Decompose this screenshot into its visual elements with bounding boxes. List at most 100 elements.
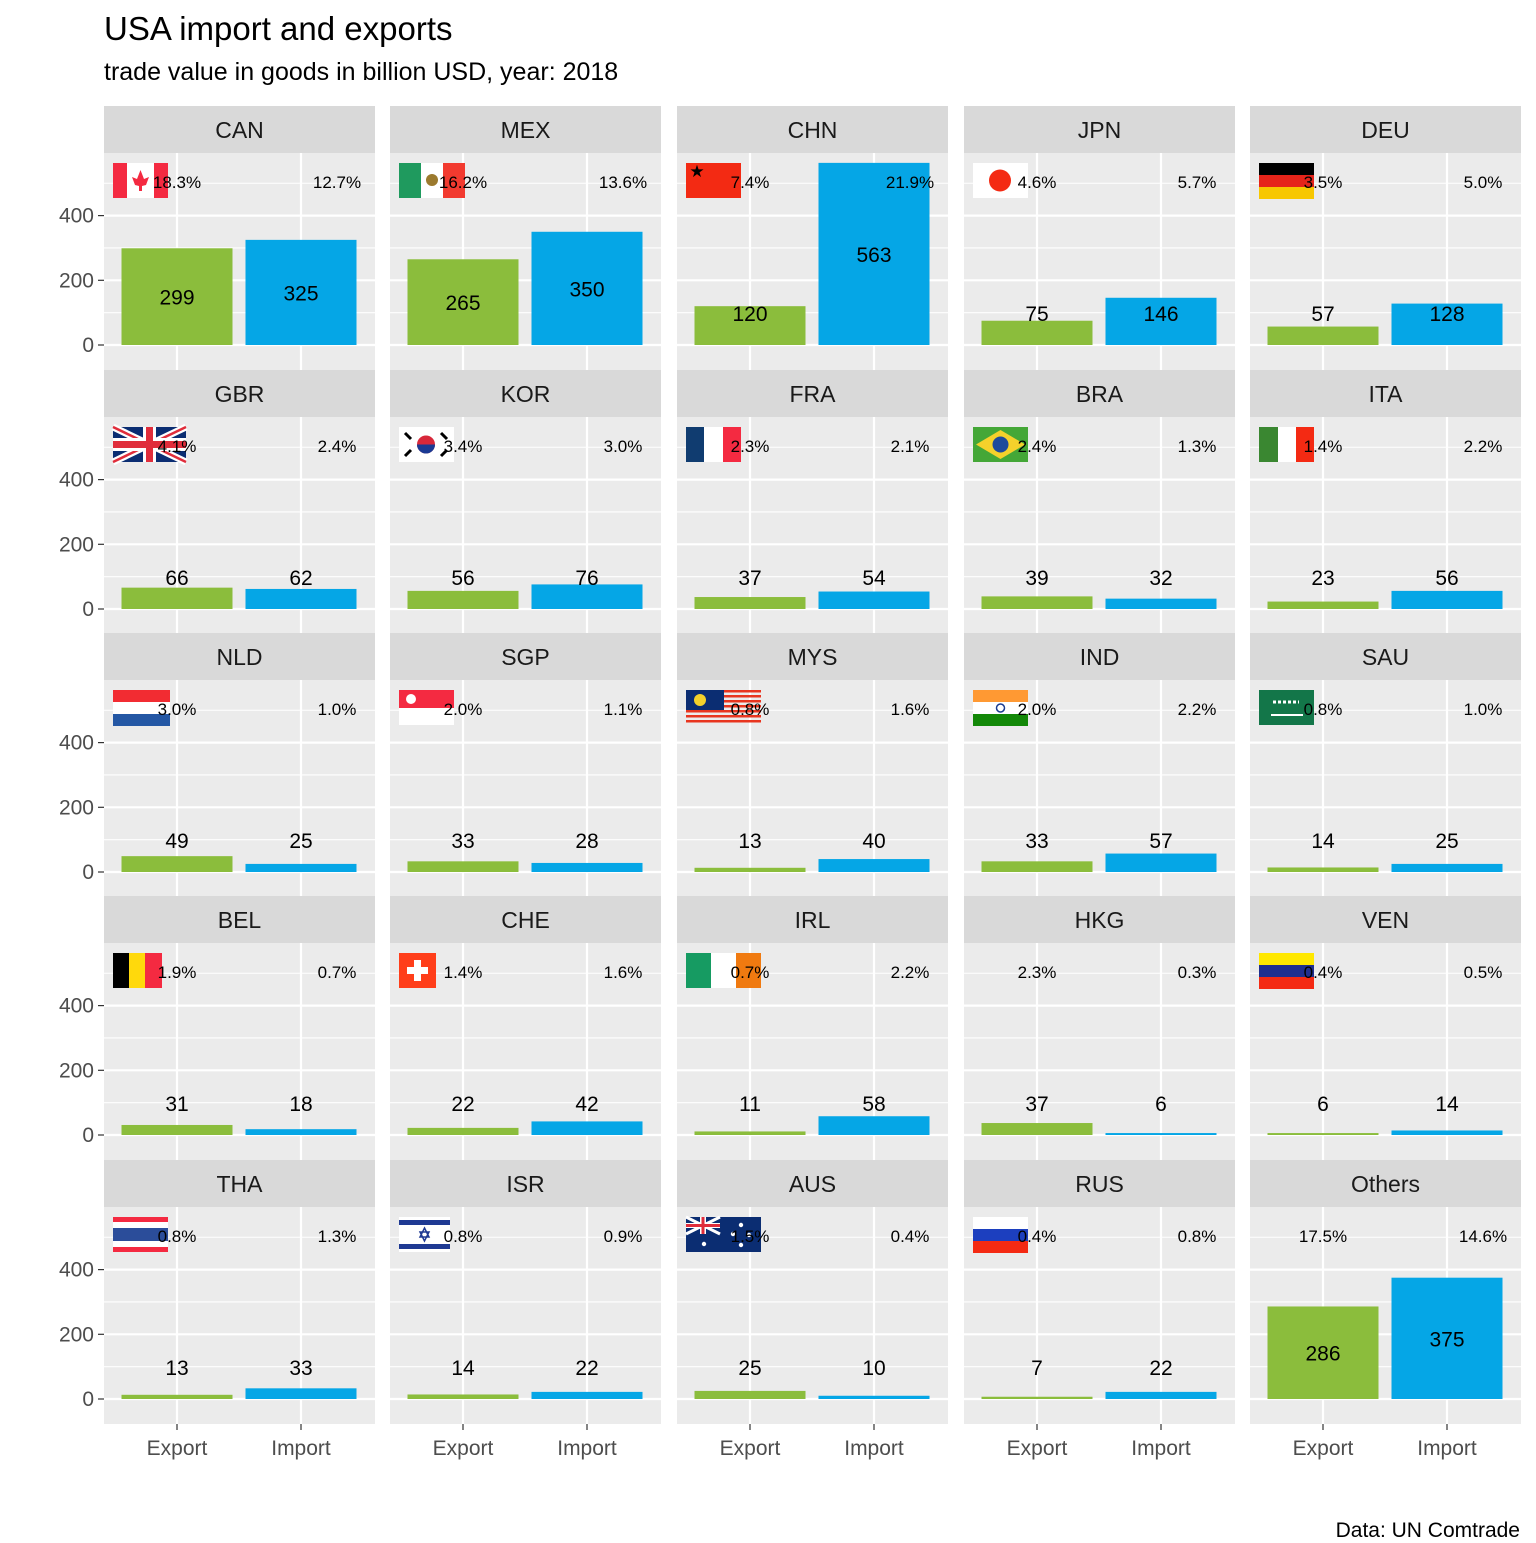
bar-export	[981, 320, 1093, 345]
facet-gbr: GBR 66 62 4.1% 2.4% 0 200 400	[59, 370, 375, 634]
bar-export-label: 13	[738, 830, 761, 853]
bar-import-label: 128	[1429, 303, 1464, 326]
bar-import-label: 563	[856, 244, 891, 267]
facet-strip-label: ITA	[1368, 381, 1403, 407]
facet-rus: RUS 7 22 0.4% 0.8% Export Import	[964, 1160, 1235, 1460]
facet-strip-label: JPN	[1078, 117, 1121, 143]
bar-import	[1391, 303, 1503, 345]
bar-export	[407, 1394, 519, 1399]
x-tick-label: Import	[271, 1437, 331, 1460]
y-tick-label: 400	[59, 732, 94, 755]
bar-import-label: 375	[1429, 1328, 1464, 1351]
export-share-label: 0.4%	[1304, 963, 1343, 982]
y-tick-label: 400	[59, 1259, 94, 1282]
bar-export	[981, 1396, 1093, 1399]
bar-export-label: 6	[1317, 1093, 1329, 1116]
facet-strip	[104, 896, 375, 943]
chart-title: USA import and exports	[104, 10, 453, 47]
y-tick-label: 200	[59, 1323, 94, 1346]
bar-import	[245, 1129, 357, 1135]
import-share-label: 1.6%	[604, 963, 643, 982]
x-tick-label: Import	[844, 1437, 904, 1460]
x-tick-label: Export	[147, 1437, 208, 1460]
export-share-label: 2.0%	[444, 700, 483, 719]
bar-import-label: 14	[1435, 1093, 1459, 1116]
bar-import	[818, 1116, 930, 1135]
facet-strip	[104, 633, 375, 680]
bar-import	[531, 584, 643, 609]
bar-export-label: 49	[165, 830, 188, 853]
facet-strip	[677, 370, 948, 417]
bar-export-label: 39	[1025, 567, 1048, 590]
export-share-label: 7.4%	[731, 173, 770, 192]
facet-strip	[104, 106, 375, 153]
import-share-label: 5.7%	[1178, 173, 1217, 192]
bar-import-label: 146	[1143, 303, 1178, 326]
bar-export-label: 11	[739, 1093, 761, 1116]
facet-strip	[964, 106, 1235, 153]
import-share-label: 12.7%	[313, 173, 361, 192]
bar-import	[1391, 590, 1503, 609]
facet-sgp: SGP 33 28 2.0% 1.1%	[390, 633, 661, 897]
facet-nld: NLD 49 25 3.0% 1.0% 0 200 400	[59, 633, 375, 897]
facet-hkg: HKG 37 6 2.3% 0.3%	[964, 896, 1235, 1160]
import-share-label: 0.3%	[1178, 963, 1217, 982]
bar-export-label: 13	[165, 1357, 188, 1380]
bar-export-label: 25	[738, 1357, 761, 1380]
facet-strip-label: RUS	[1075, 1171, 1124, 1197]
bar-import	[1105, 1391, 1217, 1399]
bar-import-label: 325	[283, 282, 318, 305]
facet-chn: CHN ★ 120 563 7.4% 21.9%	[677, 106, 948, 370]
facet-strip	[390, 896, 661, 943]
export-share-label: 0.8%	[1304, 700, 1343, 719]
bar-import	[1391, 1130, 1503, 1135]
facet-can: CAN 299 325 18.3% 12.7% 0 200 400	[59, 106, 375, 370]
facet-strip-label: CHE	[501, 907, 550, 933]
export-share-label: 16.2%	[439, 173, 487, 192]
bar-import	[245, 588, 357, 609]
bar-export	[694, 597, 806, 609]
import-share-label: 1.1%	[604, 700, 643, 719]
y-tick-label: 200	[59, 533, 94, 556]
y-tick-label: 400	[59, 469, 94, 492]
bar-import	[1105, 853, 1217, 872]
facet-strip	[104, 1160, 375, 1207]
bar-import-label: 18	[289, 1093, 312, 1116]
facet-strip-label: DEU	[1361, 117, 1410, 143]
import-share-label: 3.0%	[604, 437, 643, 456]
bar-export-label: 66	[165, 567, 188, 590]
facet-strip-label: SAU	[1362, 644, 1409, 670]
facet-strip	[964, 633, 1235, 680]
import-share-label: 13.6%	[599, 173, 647, 192]
import-share-label: 1.3%	[1178, 437, 1217, 456]
facet-strip-label: BRA	[1076, 381, 1124, 407]
bar-import-label: 10	[862, 1357, 885, 1380]
export-share-label: 3.0%	[158, 700, 197, 719]
facet-strip	[1250, 896, 1521, 943]
import-share-label: 2.4%	[318, 437, 357, 456]
import-share-label: 2.1%	[891, 437, 930, 456]
bar-import	[818, 162, 930, 345]
bar-export	[121, 1394, 233, 1399]
import-share-label: 0.5%	[1464, 963, 1503, 982]
bar-export-label: 7	[1031, 1357, 1043, 1380]
facet-strip	[390, 633, 661, 680]
export-share-label: 1.4%	[444, 963, 483, 982]
export-share-label: 3.5%	[1304, 173, 1343, 192]
bar-import	[1105, 297, 1217, 345]
facet-strip	[964, 896, 1235, 943]
facet-strip	[390, 106, 661, 153]
bar-export-label: 56	[451, 567, 474, 590]
facet-strip-label: IRL	[795, 907, 831, 933]
import-share-label: 5.0%	[1464, 173, 1503, 192]
bar-export-label: 265	[445, 292, 480, 315]
facet-strip	[1250, 370, 1521, 417]
bar-import-label: 32	[1149, 567, 1172, 590]
export-share-label: 2.3%	[1018, 963, 1057, 982]
bar-export-label: 14	[1311, 830, 1335, 853]
bar-export	[1267, 1133, 1379, 1135]
export-share-label: 0.8%	[158, 1227, 197, 1246]
bar-import	[245, 1388, 357, 1399]
facet-strip	[677, 1160, 948, 1207]
